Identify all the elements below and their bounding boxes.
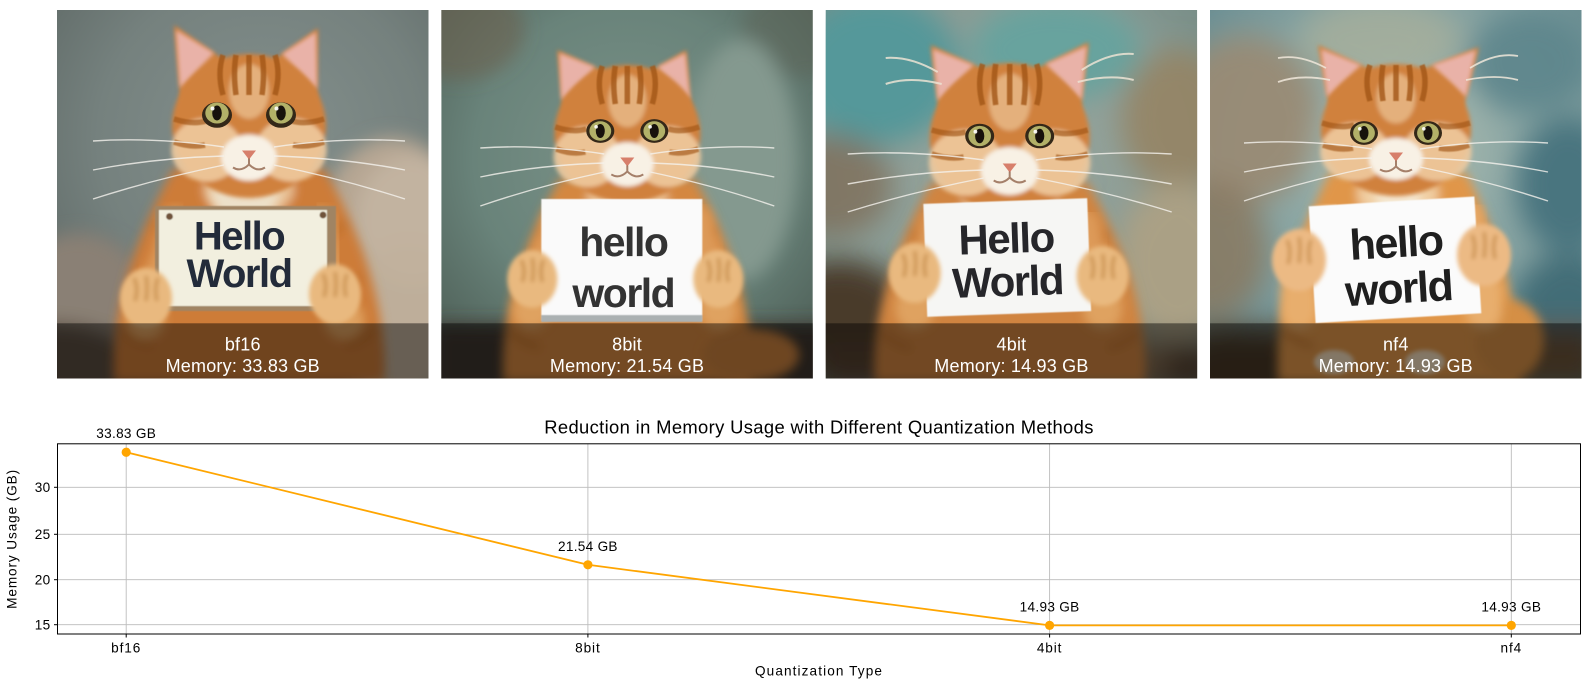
svg-text:8bit: 8bit [612,334,642,354]
svg-text:8bit: 8bit [575,641,601,656]
svg-text:15: 15 [35,617,51,632]
svg-text:bf16: bf16 [111,641,141,656]
svg-text:20: 20 [35,572,51,587]
svg-text:hello: hello [579,219,668,265]
svg-text:bf16: bf16 [225,334,261,354]
svg-text:Memory: 14.93 GB: Memory: 14.93 GB [934,356,1088,376]
svg-text:4bit: 4bit [997,334,1027,354]
svg-text:world: world [1343,262,1454,316]
svg-text:nf4: nf4 [1383,334,1409,354]
svg-text:30: 30 [35,480,51,495]
svg-text:Memory: 33.83 GB: Memory: 33.83 GB [166,356,320,376]
svg-text:21.54 GB: 21.54 GB [558,539,618,554]
svg-text:Reduction in Memory Usage with: Reduction in Memory Usage with Different… [544,417,1094,438]
svg-text:33.83 GB: 33.83 GB [96,426,156,441]
svg-text:World: World [186,252,291,296]
svg-text:Memory Usage (GB): Memory Usage (GB) [5,469,20,609]
svg-text:14.93 GB: 14.93 GB [1481,599,1541,614]
svg-text:Memory: 21.54 GB: Memory: 21.54 GB [550,356,704,376]
svg-text:world: world [571,270,674,316]
svg-text:Hello: Hello [958,213,1056,263]
svg-text:Quantization Type: Quantization Type [755,664,883,679]
svg-text:hello: hello [1348,216,1444,269]
svg-text:World: World [951,256,1063,307]
svg-text:14.93 GB: 14.93 GB [1020,599,1080,614]
svg-text:25: 25 [35,527,51,542]
svg-text:nf4: nf4 [1500,641,1522,656]
svg-text:Hello: Hello [194,215,284,259]
svg-text:4bit: 4bit [1037,641,1063,656]
svg-text:Memory: 14.93 GB: Memory: 14.93 GB [1319,356,1473,376]
